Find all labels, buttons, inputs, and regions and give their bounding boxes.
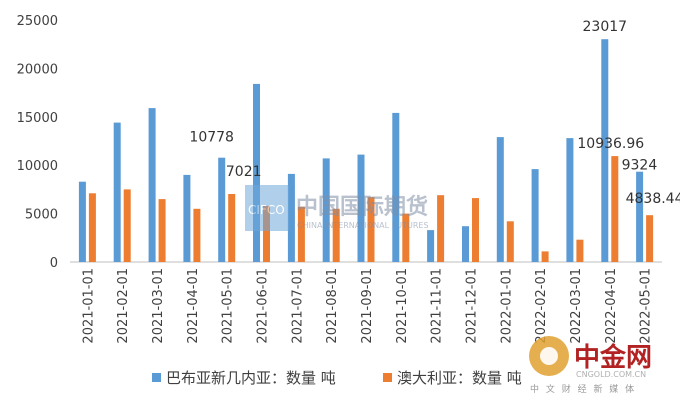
bar-australia [646, 215, 654, 262]
data-label: 4838.44 [626, 191, 680, 207]
data-labels: 10778 7021 23017 10936.96 9324 4838.44 [189, 19, 680, 207]
x-tick-label: 2022-03-01 [569, 268, 584, 344]
y-tick-label: 5000 [25, 208, 58, 223]
legend-label-png: 巴布亚新几内亚：数量 吨 [166, 369, 336, 387]
x-tick-label: 2022-01-01 [499, 268, 514, 344]
bar-australia [193, 208, 201, 262]
x-tick-label: 2021-10-01 [395, 268, 410, 344]
bar-png [566, 138, 574, 262]
bar-png [183, 174, 191, 262]
cngold-logo-inner [540, 347, 558, 365]
legend-swatch-png [152, 373, 161, 382]
x-tick-label: 2021-08-01 [325, 268, 340, 344]
cngold-domain: CNGOLD.COM.CN [576, 370, 646, 379]
legend-label-australia: 澳大利亚：数量 吨 [397, 369, 522, 387]
bar-png [427, 230, 435, 262]
x-tick-label: 2021-05-01 [221, 268, 236, 344]
bar-series [78, 39, 654, 263]
bar-australia [332, 208, 340, 262]
bar-australia [402, 213, 410, 262]
y-tick-label: 15000 [17, 111, 58, 126]
bar-australia [158, 199, 166, 262]
x-tick-label: 2021-11-01 [430, 268, 445, 344]
x-tick-label: 2021-09-01 [360, 268, 375, 344]
legend: 巴布亚新几内亚：数量 吨 澳大利亚：数量 吨 [152, 369, 522, 387]
bar-png [113, 122, 121, 262]
bar-australia [88, 193, 96, 262]
x-tick-label: 2022-02-01 [534, 268, 549, 344]
legend-swatch-australia [383, 373, 392, 382]
bar-png [253, 83, 260, 263]
bar-australia [123, 189, 131, 262]
y-tick-label: 25000 [17, 14, 58, 29]
bar-australia [506, 221, 514, 262]
cifco-watermark: CIFCO 中国国际期货 CHINA INTERNATIONAL FUTURES [245, 185, 429, 231]
cifco-logo-text: CIFCO [248, 203, 285, 217]
data-label: 9324 [622, 158, 658, 174]
y-tick-label: 20000 [17, 62, 58, 77]
x-axis-category-labels: 2021-01-01 2021-02-01 2021-03-01 2021-04-01… [81, 268, 653, 344]
bar-australia [367, 197, 375, 262]
data-label: 23017 [583, 19, 628, 35]
bar-png [218, 157, 226, 262]
data-label: 10936.96 [577, 136, 644, 152]
bar-australia [437, 195, 445, 262]
bar-png [531, 169, 539, 262]
x-tick-label: 2021-06-01 [256, 268, 271, 344]
cifco-chinese-name: 中国国际期货 [296, 194, 428, 220]
bar-australia [541, 251, 549, 262]
bar-png [601, 39, 609, 263]
bar-australia [297, 206, 305, 262]
x-tick-label: 2022-05-01 [639, 268, 654, 344]
x-tick-label: 2021-02-01 [116, 268, 131, 344]
x-tick-label: 2021-07-01 [290, 268, 305, 344]
bar-png [636, 171, 644, 262]
data-label: 10778 [189, 130, 234, 146]
cngold-watermark: 中金网 CNGOLD.COM.CN 中 文 财 经 新 媒 体 [529, 336, 652, 395]
bar-australia [611, 156, 619, 262]
bar-png [496, 137, 504, 262]
cngold-brand-name: 中金网 [574, 342, 652, 373]
bar-australia [228, 194, 236, 262]
bar-png [322, 158, 330, 262]
y-tick-label: 10000 [17, 159, 58, 174]
bar-png [148, 108, 156, 262]
data-label: 7021 [226, 164, 262, 180]
x-tick-label: 2021-12-01 [465, 268, 480, 344]
x-tick-label: 2022-04-01 [604, 268, 619, 344]
cifco-logo-box [245, 185, 289, 231]
cngold-tagline: 中 文 财 经 新 媒 体 [530, 383, 636, 395]
bar-png [357, 154, 365, 262]
bar-png [392, 112, 400, 263]
x-tick-label: 2021-03-01 [151, 268, 166, 344]
bar-png [78, 181, 86, 262]
bar-australia [263, 205, 270, 262]
y-axis-ticks: 0 5000 10000 15000 20000 25000 [17, 14, 58, 271]
bar-australia [472, 198, 479, 262]
x-tick-label: 2021-04-01 [186, 268, 201, 344]
y-tick-label: 0 [50, 256, 58, 271]
cifco-english-name: CHINA INTERNATIONAL FUTURES [297, 221, 429, 230]
x-tick-label: 2021-01-01 [81, 268, 96, 344]
bar-png [462, 226, 469, 262]
bar-australia [576, 239, 584, 262]
bar-png [287, 173, 295, 262]
